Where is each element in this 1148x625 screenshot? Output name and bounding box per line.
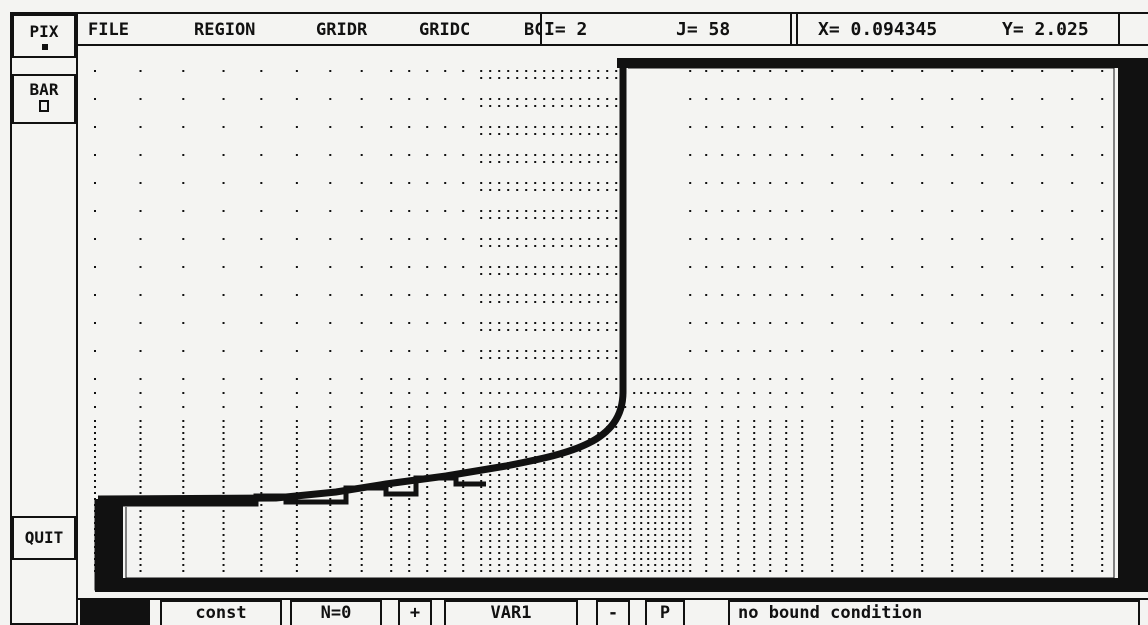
plus-button[interactable]: +: [398, 600, 432, 625]
left-toolbar: [10, 12, 78, 625]
menu-gridr[interactable]: GRIDR: [316, 20, 368, 40]
bar-button[interactable]: BAR: [12, 74, 76, 124]
bar-button-label: BAR: [29, 80, 59, 99]
grid-index-readout: I= 2 J= 58: [540, 12, 792, 46]
i-index-readout: I= 2: [544, 19, 588, 40]
variable-selector[interactable]: VAR1: [444, 600, 578, 625]
bottom-black-block: [80, 600, 150, 625]
inner-boundary: [125, 67, 1115, 579]
x-coordinate-readout: X= 0.094345: [818, 19, 938, 40]
menu-region[interactable]: REGION: [194, 20, 256, 40]
const-field[interactable]: const: [160, 600, 282, 625]
pix-button-label: PIX: [29, 22, 59, 41]
bottom-toolbar: [78, 598, 1148, 625]
minus-button[interactable]: -: [596, 600, 630, 625]
left-bottom-wall: [95, 499, 123, 589]
menu-file[interactable]: FILE: [88, 20, 129, 40]
bottom-wall: [95, 578, 1148, 592]
top-wall: [617, 58, 1148, 68]
pix-button[interactable]: PIX: [12, 14, 76, 58]
quit-button[interactable]: QUIT: [12, 516, 76, 560]
quit-button-label: QUIT: [24, 528, 64, 547]
grid-canvas[interactable]: [86, 52, 1148, 594]
n-field[interactable]: N=0: [290, 600, 382, 625]
menu-gridc[interactable]: GRIDC: [419, 20, 471, 40]
right-wall: [1118, 58, 1148, 592]
menu-bc[interactable]: BC: [524, 20, 545, 40]
y-coordinate-readout: Y= 2.025: [1002, 19, 1089, 40]
stepped-edge: [98, 475, 486, 507]
coordinate-readout: X= 0.094345 Y= 2.025: [796, 12, 1120, 46]
j-index-readout: J= 58: [676, 19, 731, 40]
p-button[interactable]: P: [645, 600, 685, 625]
pix-indicator-icon: [42, 44, 48, 50]
bar-checkbox-icon: [39, 100, 49, 112]
boundary-condition-status: no bound condition: [728, 600, 1140, 625]
